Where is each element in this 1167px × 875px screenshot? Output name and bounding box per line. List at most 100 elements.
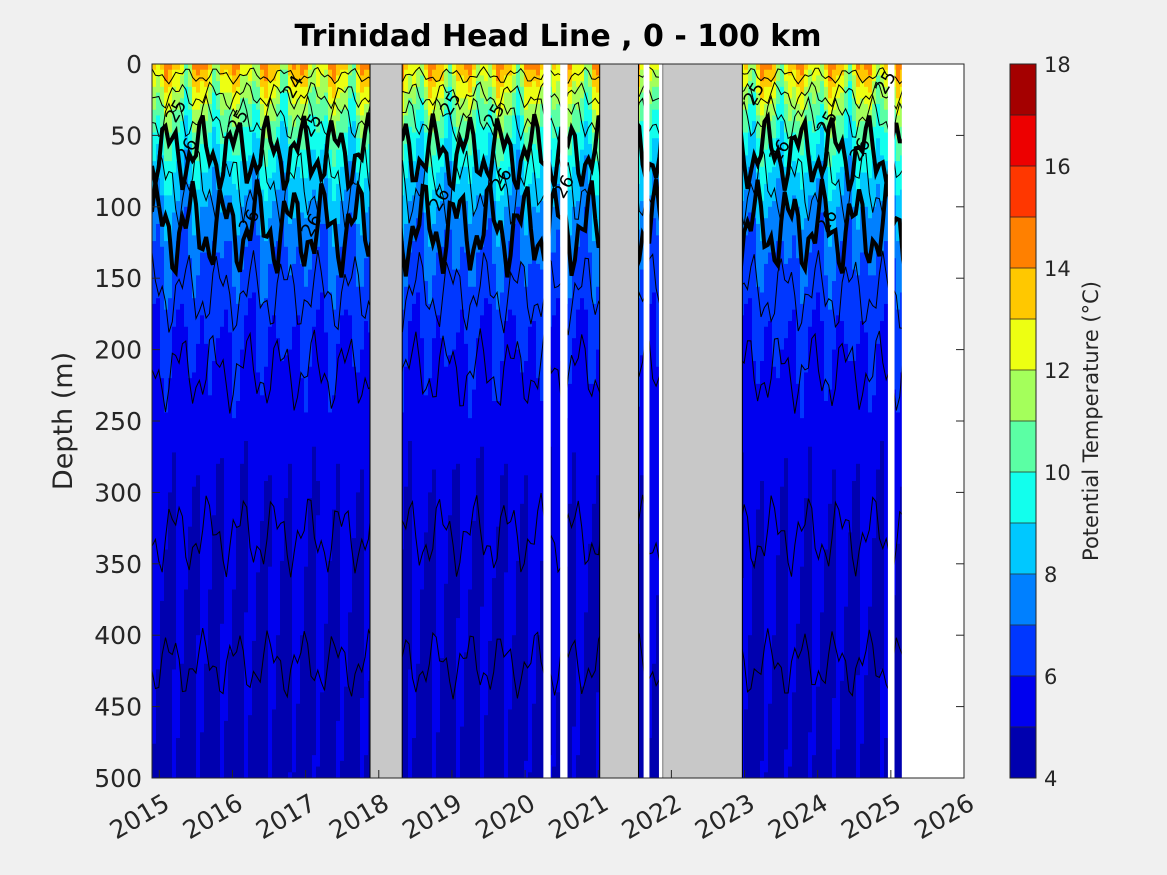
temperature-cell (596, 75, 601, 94)
temperature-cell (592, 383, 597, 505)
temperature-cell (532, 121, 537, 145)
temperature-cell (348, 98, 353, 128)
temperature-cell (576, 64, 581, 88)
temperature-cell (220, 212, 225, 259)
temperature-cell (172, 326, 177, 454)
temperature-cell (236, 189, 241, 236)
temperature-cell (748, 635, 753, 778)
temperature-cell (844, 86, 849, 111)
temperature-cell (880, 75, 885, 99)
temperature-cell (848, 218, 853, 362)
temperature-cell (460, 246, 465, 311)
temperature-cell (200, 81, 205, 105)
temperature-cell (640, 475, 645, 778)
temperature-cell (860, 81, 865, 99)
temperature-cell (344, 309, 349, 688)
temperature-cell (440, 338, 445, 659)
temperature-cell (284, 64, 289, 71)
temperature-cell (268, 475, 273, 568)
temperature-cell (848, 361, 853, 533)
x-tick-label: 2020 (470, 788, 540, 845)
temperature-cell (504, 115, 509, 139)
temperature-cell (768, 206, 773, 254)
contour-line (152, 79, 964, 111)
temperature-cell (220, 75, 225, 94)
temperature-cell (760, 361, 765, 482)
temperature-cell (760, 292, 765, 362)
temperature-cell (856, 86, 861, 105)
temperature-cell (752, 92, 757, 122)
temperature-cell (744, 189, 749, 236)
temperature-cell (320, 98, 325, 122)
colorbar-level (1010, 727, 1036, 779)
temperature-cell (552, 69, 557, 94)
temperature-cell (468, 155, 473, 185)
temperature-cell (524, 286, 529, 362)
temperature-cell (420, 121, 425, 162)
temperature-cell (456, 618, 461, 778)
temperature-cell (556, 298, 561, 693)
y-tick-label: 100 (94, 193, 142, 222)
temperature-cell (504, 172, 509, 208)
temperature-cell (268, 566, 273, 778)
temperature-cell (444, 172, 449, 231)
temperature-cell (828, 309, 833, 391)
temperature-cell (168, 132, 173, 162)
temperature-cell (248, 715, 253, 778)
temperature-cell (328, 149, 333, 179)
temperature-cell (812, 132, 817, 162)
temperature-cell (436, 732, 441, 778)
colorbar-tick-label: 12 (1044, 359, 1071, 383)
x-tick-label: 2024 (763, 788, 833, 845)
temperature-cell (836, 143, 841, 174)
temperature-cell (656, 64, 661, 71)
temperature-cell (652, 64, 657, 71)
temperature-cell (456, 269, 461, 334)
temperature-cell (312, 326, 317, 448)
temperature-cell (532, 103, 537, 122)
temperature-cell (452, 98, 457, 128)
temperature-cell (192, 64, 197, 71)
temperature-cell (640, 64, 645, 71)
temperature-cell (420, 589, 425, 778)
temperature-cell (280, 560, 285, 778)
temperature-cell (476, 81, 481, 111)
temperature-cell (244, 195, 249, 248)
temperature-cell (452, 269, 457, 351)
temperature-cell (764, 183, 769, 219)
temperature-cell (264, 201, 269, 242)
temperature-cell (464, 143, 469, 168)
temperature-cell (860, 206, 865, 254)
temperature-cell (168, 378, 173, 493)
temperature-cell (808, 195, 813, 254)
temperature-cell (856, 675, 861, 778)
temperature-cell (360, 235, 365, 288)
temperature-cell (208, 64, 213, 71)
colorbar-label: Potential Temperature (°C) (1079, 281, 1103, 561)
temperature-cell (332, 64, 337, 82)
temperature-cell (788, 258, 793, 322)
temperature-cell (896, 161, 901, 196)
temperature-cell (808, 69, 813, 94)
temperature-cell (428, 81, 433, 99)
temperature-cell (336, 121, 341, 151)
temperature-cell (652, 138, 657, 174)
temperature-cell (652, 69, 657, 88)
temperature-cell (832, 64, 837, 71)
colorbar-level (1010, 574, 1036, 626)
temperature-cell (840, 75, 845, 94)
temperature-cell (236, 303, 241, 402)
temperature-cell (840, 680, 845, 778)
temperature-cell (592, 64, 597, 71)
temperature-cell (500, 475, 505, 778)
temperature-cell (448, 515, 453, 778)
missing-data-gap (560, 64, 568, 778)
temperature-cell (296, 81, 301, 99)
temperature-cell (800, 418, 805, 568)
temperature-cell (192, 132, 197, 156)
temperature-cell (812, 755, 817, 778)
temperature-cell (224, 720, 229, 778)
temperature-cell (648, 161, 653, 196)
temperature-cell (540, 560, 545, 778)
temperature-cell (196, 75, 201, 94)
